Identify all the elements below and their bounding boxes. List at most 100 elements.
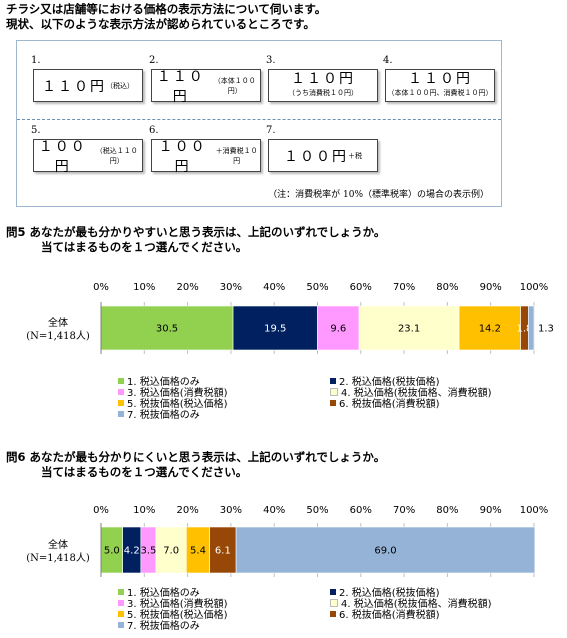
tick-label: 50% bbox=[306, 282, 328, 293]
bar-segment bbox=[209, 526, 237, 574]
legend-swatch bbox=[330, 589, 336, 595]
tick-label: 40% bbox=[263, 282, 285, 293]
price-note: （本体１００円） bbox=[213, 76, 256, 95]
price-text: １１０円 bbox=[291, 70, 355, 87]
legend-swatch bbox=[118, 589, 124, 595]
legend-item: 3. 税込価格(消費税額) bbox=[118, 384, 228, 399]
price-text: １００円 bbox=[284, 148, 348, 165]
price-note: （うち消費税１０円） bbox=[288, 88, 358, 97]
stacked-bar-chart-q6: 0% 10% 20% 30% 40% 50% 60% 70% 80% 90% 100% 5.0 4.2 3… bbox=[93, 505, 549, 577]
data-label: 23.1 bbox=[398, 324, 420, 335]
legend-swatch bbox=[330, 388, 338, 396]
tick-label: 40% bbox=[263, 505, 285, 516]
legend-item: 5. 税抜価格(税込価格) bbox=[118, 395, 228, 410]
legend-item: 2. 税込価格(税抜価格) bbox=[330, 373, 440, 388]
price-text: １１０円 bbox=[156, 68, 205, 105]
legend-item: 4. 税込価格(税抜価格、消費税額) bbox=[330, 595, 492, 610]
price-example-box: １００円 （税込１１０円） bbox=[33, 139, 143, 175]
legend-label: 3. 税込価格(消費税額) bbox=[127, 388, 228, 399]
legend-item: 3. 税込価格(消費税額) bbox=[118, 595, 228, 610]
legend-item: 6. 税抜価格(消費税額) bbox=[330, 606, 440, 621]
price-note: （税込１１０円） bbox=[95, 146, 138, 165]
intro-text: チラシ又は店舗等における価格の表示方法について伺います。 現状、以下のような表示… bbox=[6, 2, 326, 32]
panel-divider bbox=[17, 119, 501, 120]
price-text: １１０円 bbox=[408, 70, 472, 87]
price-example-box: １１０円 （うち消費税１０円） bbox=[268, 69, 378, 102]
legend-item: 2. 税込価格(税抜価格) bbox=[330, 584, 440, 599]
price-example-box: １００円 ＋消費税１０円 bbox=[151, 139, 261, 175]
price-text: １００円 bbox=[38, 138, 87, 175]
legend-label: 3. 税込価格(消費税額) bbox=[127, 599, 228, 610]
tick-label: 60% bbox=[350, 505, 372, 516]
legend-label: 2. 税込価格(税抜価格) bbox=[339, 377, 440, 388]
price-example-box: １００円 ＋税 bbox=[268, 139, 378, 172]
intro-line-1: チラシ又は店舗等における価格の表示方法について伺います。 bbox=[6, 2, 327, 16]
legend-label: 6. 税抜価格(消費税額) bbox=[339, 399, 440, 410]
bar-segment bbox=[358, 305, 460, 351]
tick-label: 60% bbox=[350, 282, 372, 293]
legend-swatch bbox=[330, 400, 336, 406]
legend-swatch bbox=[330, 378, 336, 384]
question-title-line-1: 問5 あなたが最も分かりやすいと思う表示は、上記のいずれでしょうか。 bbox=[6, 225, 386, 239]
price-example-box: １１０円 （税込） bbox=[33, 69, 143, 102]
question-5-title: 問5 あなたが最も分かりやすいと思う表示は、上記のいずれでしょうか。 当てはまる… bbox=[6, 225, 385, 255]
note-text: （注：消費税率が 10%（標準税率）の場合の表示例） bbox=[268, 190, 489, 200]
data-label: 6.1 bbox=[215, 546, 231, 557]
tick-label: 10% bbox=[133, 505, 155, 516]
price-note: （税込） bbox=[106, 81, 134, 90]
tick-label: 20% bbox=[176, 282, 198, 293]
data-label: 69.0 bbox=[374, 546, 396, 557]
legend-label: 5. 税抜価格(税込価格) bbox=[127, 610, 228, 621]
legend-item: 1. 税込価格のみ bbox=[118, 373, 200, 388]
question-title-line-2: 当てはまるものを１つ選んでください。 bbox=[41, 240, 248, 254]
category-sample-size: (N=1,418人) bbox=[26, 553, 90, 564]
bar-segment bbox=[317, 305, 360, 351]
tick-label: 70% bbox=[393, 505, 415, 516]
tick-label: 70% bbox=[393, 282, 415, 293]
bar-segment bbox=[155, 526, 187, 574]
legend-swatch bbox=[118, 600, 124, 606]
legend-label: 1. 税込価格のみ bbox=[127, 588, 200, 599]
tick-label: 100% bbox=[520, 505, 549, 516]
price-example-box: １１０円 （本体１００円） bbox=[151, 69, 261, 105]
legend-swatch bbox=[118, 389, 124, 395]
price-example-box: １１０円 （本体１００円、消費税１０円） bbox=[385, 69, 495, 102]
option-number: 6. bbox=[149, 125, 159, 136]
legend-swatch bbox=[118, 611, 124, 617]
question-6-title: 問6 あなたが最も分かりにくいと思う表示は、上記のいずれでしょうか。 当てはまる… bbox=[6, 450, 385, 480]
data-label: 7.0 bbox=[163, 546, 179, 557]
data-label: 19.5 bbox=[264, 324, 286, 335]
price-note: （本体１００円、消費税１０円） bbox=[387, 88, 493, 97]
legend-label: 4. 税込価格(税抜価格、消費税額) bbox=[341, 388, 492, 399]
tick-label: 50% bbox=[306, 505, 328, 516]
legend-item: 1. 税込価格のみ bbox=[118, 584, 200, 599]
legend-item: 7. 税抜価格のみ bbox=[118, 406, 200, 421]
legend-label: 5. 税抜価格(税込価格) bbox=[127, 399, 228, 410]
legend-item: 5. 税抜価格(税込価格) bbox=[118, 606, 228, 621]
legend-item: 7. 税抜価格のみ bbox=[118, 617, 200, 632]
legend-item: 6. 税抜価格(消費税額) bbox=[330, 395, 440, 410]
option-number: 7. bbox=[266, 125, 276, 136]
legend-label: 1. 税込価格のみ bbox=[127, 377, 200, 388]
data-label: 5.4 bbox=[190, 546, 206, 557]
tick-label: 0% bbox=[93, 282, 109, 293]
tick-label: 90% bbox=[480, 282, 502, 293]
category-name: 全体 bbox=[48, 318, 68, 329]
legend-label: 2. 税込価格(税抜価格) bbox=[339, 588, 440, 599]
option-number: 2. bbox=[149, 55, 159, 66]
price-text: １００円 bbox=[158, 138, 207, 175]
legend-label: 7. 税抜価格のみ bbox=[127, 410, 200, 421]
tick-label: 20% bbox=[176, 505, 198, 516]
bar-segment bbox=[528, 305, 535, 351]
legend-swatch bbox=[118, 378, 124, 384]
option-number: 5. bbox=[31, 125, 41, 136]
bar-segment bbox=[235, 526, 536, 574]
data-label: 9.6 bbox=[330, 324, 346, 335]
category-label: 全体 (N=1,418人) bbox=[18, 539, 98, 565]
category-name: 全体 bbox=[48, 540, 68, 551]
question-title-line-1: 問6 あなたが最も分かりにくいと思う表示は、上記のいずれでしょうか。 bbox=[6, 450, 386, 464]
option-number: 1. bbox=[31, 55, 41, 66]
data-label: 4.2 bbox=[124, 546, 140, 557]
price-examples-panel: 1. １１０円 （税込） 2. １１０円 （本体１００円） 3. １１０円 （うち消費… bbox=[16, 40, 502, 207]
tick-label: 0% bbox=[93, 505, 109, 516]
